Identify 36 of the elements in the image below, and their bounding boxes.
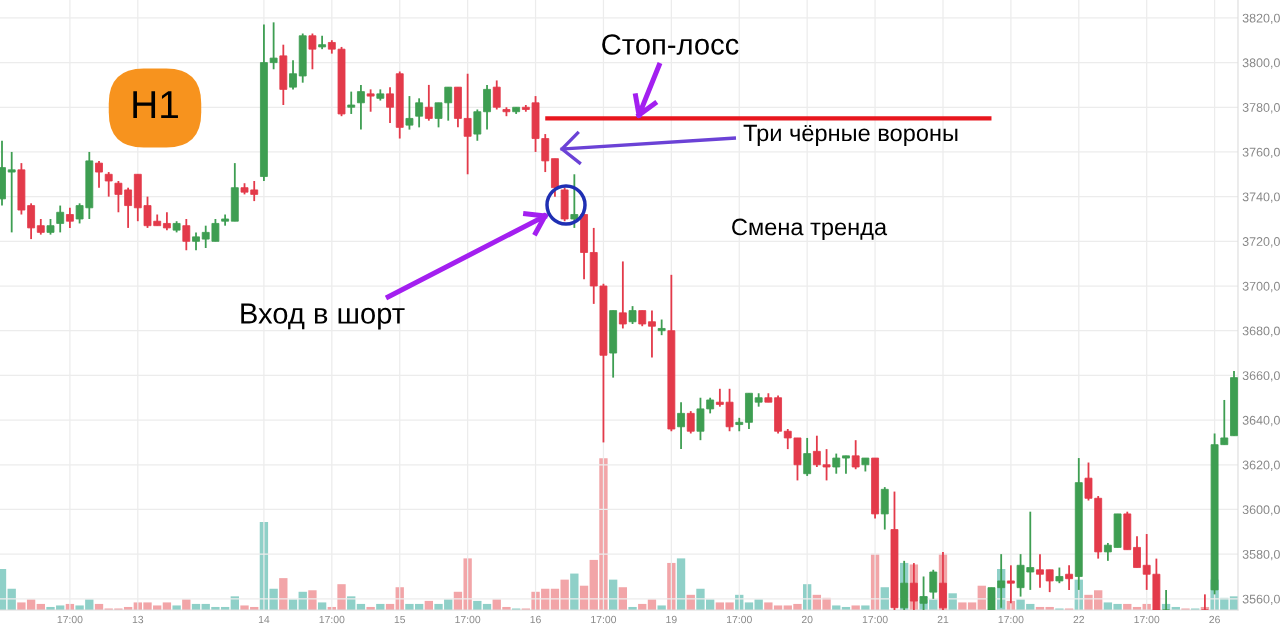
x-tick-label: 15 [394, 615, 406, 624]
y-tick-label: 3800,0 [1242, 58, 1280, 69]
x-tick-label: 17:00 [455, 615, 481, 624]
y-tick-label: 3660,0 [1242, 371, 1280, 382]
y-tick-label: 3700,0 [1242, 281, 1280, 293]
y-tick-label: 3780,0 [1242, 103, 1280, 114]
x-tick-label: 14 [258, 615, 270, 624]
x-tick-label: 17:00 [862, 615, 888, 624]
annotation: Вход в шорт [241, 303, 405, 330]
annotation: Смена тренда [732, 218, 888, 240]
x-tick-label: 26 [1209, 615, 1220, 624]
x-tick-label: 21 [937, 615, 949, 624]
x-tick-label: 19 [666, 615, 677, 624]
y-tick-label: 3820,0 [1242, 13, 1280, 24]
annotation: Три чёрные вороны [743, 124, 958, 146]
x-tick-label: 17:00 [57, 615, 83, 624]
x-tick-label: 20 [801, 615, 813, 624]
y-tick-label: 3560,0 [1242, 594, 1280, 605]
x-tick-label: 17:00 [727, 615, 752, 624]
x-tick-label: 13 [132, 615, 144, 624]
y-tick-label: 3760,0 [1242, 147, 1280, 159]
y-tick-label: 3680,0 [1242, 326, 1280, 337]
x-tick-label: 16 [530, 615, 541, 624]
y-tick-label: 3580,0 [1242, 549, 1280, 561]
annotation: H1 [133, 91, 178, 119]
x-tick-label: 22 [1073, 615, 1085, 624]
y-tick-label: 3620,0 [1242, 460, 1280, 471]
y-tick-label: 3600,0 [1242, 505, 1280, 516]
x-tick-label: 17:00 [591, 615, 617, 624]
x-tick-label: 17:00 [998, 615, 1024, 624]
annotation: Стоп-лосс [602, 34, 739, 55]
y-tick-label: 3740,0 [1242, 192, 1280, 203]
y-tick-label: 3640,0 [1242, 415, 1280, 427]
y-tick-label: 3720,0 [1242, 237, 1280, 248]
x-tick-label: 17:00 [319, 615, 345, 624]
x-tick-label: 17:00 [1134, 615, 1160, 624]
